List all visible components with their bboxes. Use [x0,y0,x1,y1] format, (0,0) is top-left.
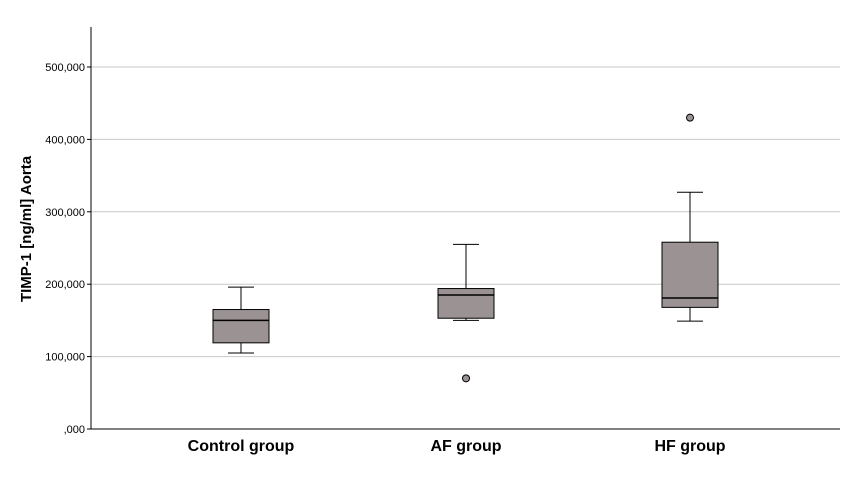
outlier-point [462,374,470,383]
box-iqr [212,309,270,344]
y-tick-label: 300,000 [45,207,85,219]
y-tick-label: 500,000 [45,62,85,74]
box-group-1 [437,243,495,383]
x-category-label: AF group [430,438,501,455]
box-group-2 [661,113,719,322]
y-tick-label: 400,000 [45,134,85,146]
x-tick-labels: Control group AF group HF group [188,438,726,455]
x-category-label: HF group [654,438,725,455]
box-group-0 [212,286,270,354]
box-iqr [661,241,719,308]
box-iqr [437,288,495,319]
y-tick-label: 100,000 [45,352,85,364]
outlier-point [686,113,694,122]
boxes [212,113,719,383]
axes [90,27,840,430]
y-tick-label: 200,000 [45,279,85,291]
y-tick-label: ,000 [64,424,85,436]
y-axis-title: TIMP-1 [ng/ml] Aorta [18,155,35,302]
y-tick-labels: ,000 100,000 200,000 300,000 400,000 500,000 [45,62,91,436]
x-category-label: Control group [188,438,295,455]
